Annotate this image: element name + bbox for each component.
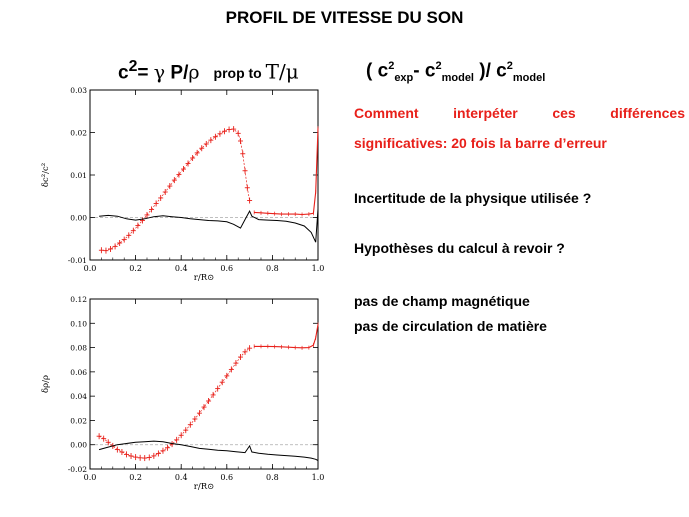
question-word: interpéter bbox=[453, 105, 518, 121]
hypotheses-text: Hypothèses du calcul à revoir ? bbox=[354, 240, 565, 256]
chart1-y-tick-label: -0.01 bbox=[68, 256, 87, 265]
chart1-x-tick-label: 0.2 bbox=[129, 264, 142, 273]
formula-sub-model: model bbox=[441, 72, 474, 85]
formula-open: ( c bbox=[366, 60, 389, 82]
chart2-y-tick-label: 0.00 bbox=[70, 441, 87, 450]
chart2-y-tick-label: 0.12 bbox=[70, 295, 87, 304]
chart2-y-tick-label: 0.02 bbox=[70, 416, 87, 425]
formula-pressure: P/ bbox=[165, 62, 189, 84]
relative-difference-formula: ( c2exp- c2model )/ c2model bbox=[366, 60, 545, 84]
formula-minus: - c bbox=[413, 60, 436, 82]
chart2-y-axis-label: δρ/ρ bbox=[41, 375, 51, 393]
chart2-y-tick-label: 0.10 bbox=[70, 319, 87, 328]
chart1-x-tick-label: 0.6 bbox=[220, 264, 233, 273]
chart2-y-tick-label: 0.06 bbox=[70, 368, 87, 377]
chart2-x-axis-label: r/R⊙ bbox=[194, 482, 214, 492]
formula-sub-model-2: model bbox=[512, 72, 546, 85]
chart2-observed-series-line bbox=[254, 324, 319, 349]
chart1-y-axis-label: δc²/c² bbox=[41, 163, 51, 187]
question-word: ces bbox=[552, 105, 576, 121]
chart1-model-series-line bbox=[99, 208, 319, 243]
chart2-y-tick-label: 0.08 bbox=[70, 344, 87, 353]
formula-divide: )/ c bbox=[474, 60, 507, 82]
formula-c: c bbox=[118, 62, 129, 84]
formula-equals: = bbox=[137, 62, 154, 84]
chart2-x-tick-label: 0.6 bbox=[220, 473, 233, 482]
formula-temperature: T/μ bbox=[265, 59, 299, 84]
question-line-2: significatives: 20 fois la barre d’erreu… bbox=[354, 135, 607, 151]
chart1-y-tick-label: 0.01 bbox=[70, 171, 87, 180]
no-circulation-text: pas de circulation de matière bbox=[354, 318, 547, 334]
chart2-observed-series-line bbox=[98, 347, 250, 459]
chart1-x-tick-label: 0.0 bbox=[84, 264, 97, 273]
chart1-x-tick-label: 0.4 bbox=[175, 264, 188, 273]
chart1-y-tick-label: 0.00 bbox=[70, 214, 87, 223]
chart2-y-tick-label: -0.02 bbox=[68, 465, 87, 474]
chart2-x-tick-label: 0.8 bbox=[266, 473, 279, 482]
no-magnetic-field-text: pas de champ magnétique bbox=[354, 293, 530, 309]
slide-title: PROFIL DE VITESSE DU SON bbox=[225, 8, 464, 27]
chart1-x-axis-label: r/R⊙ bbox=[194, 273, 214, 283]
chart1-x-tick-label: 1.0 bbox=[312, 264, 325, 273]
question-line-1: Comment interpéter ces différences bbox=[354, 105, 685, 121]
chart2-x-tick-label: 0.4 bbox=[175, 473, 188, 482]
chart1-observed-series-line bbox=[101, 128, 250, 252]
question-word: différences bbox=[610, 105, 685, 121]
formula-rho: ρ bbox=[188, 61, 200, 84]
formula-exponent: 2 bbox=[128, 58, 138, 75]
formula-sub-exp: exp bbox=[394, 72, 414, 85]
chart2-model-series-line bbox=[98, 440, 319, 461]
physics-uncertainty-text: Incertitude de la physique utilisée ? bbox=[354, 190, 592, 206]
chart1-observed-series-line bbox=[254, 128, 319, 216]
chart2-y-tick-label: 0.04 bbox=[70, 392, 87, 401]
formula-sup-3: 2 bbox=[506, 60, 513, 72]
question-word: Comment bbox=[354, 105, 419, 121]
sound-speed-formula: c2= γ P/ρ prop to T/μ bbox=[118, 58, 299, 84]
formula-gamma: γ bbox=[153, 61, 166, 84]
formula-sup-1: 2 bbox=[388, 60, 395, 72]
chart2-x-tick-label: 0.2 bbox=[129, 473, 142, 482]
chart1-y-tick-label: 0.02 bbox=[70, 129, 87, 138]
chart1-x-tick-label: 0.8 bbox=[266, 264, 279, 273]
chart1-plot-frame bbox=[89, 89, 319, 261]
chart1-y-tick-label: 0.03 bbox=[70, 86, 87, 95]
chart2-x-tick-label: 0.0 bbox=[84, 473, 97, 482]
formula-prop-to: prop to bbox=[213, 65, 266, 82]
chart2-x-tick-label: 1.0 bbox=[312, 473, 325, 482]
formula-sup-2: 2 bbox=[435, 60, 442, 72]
